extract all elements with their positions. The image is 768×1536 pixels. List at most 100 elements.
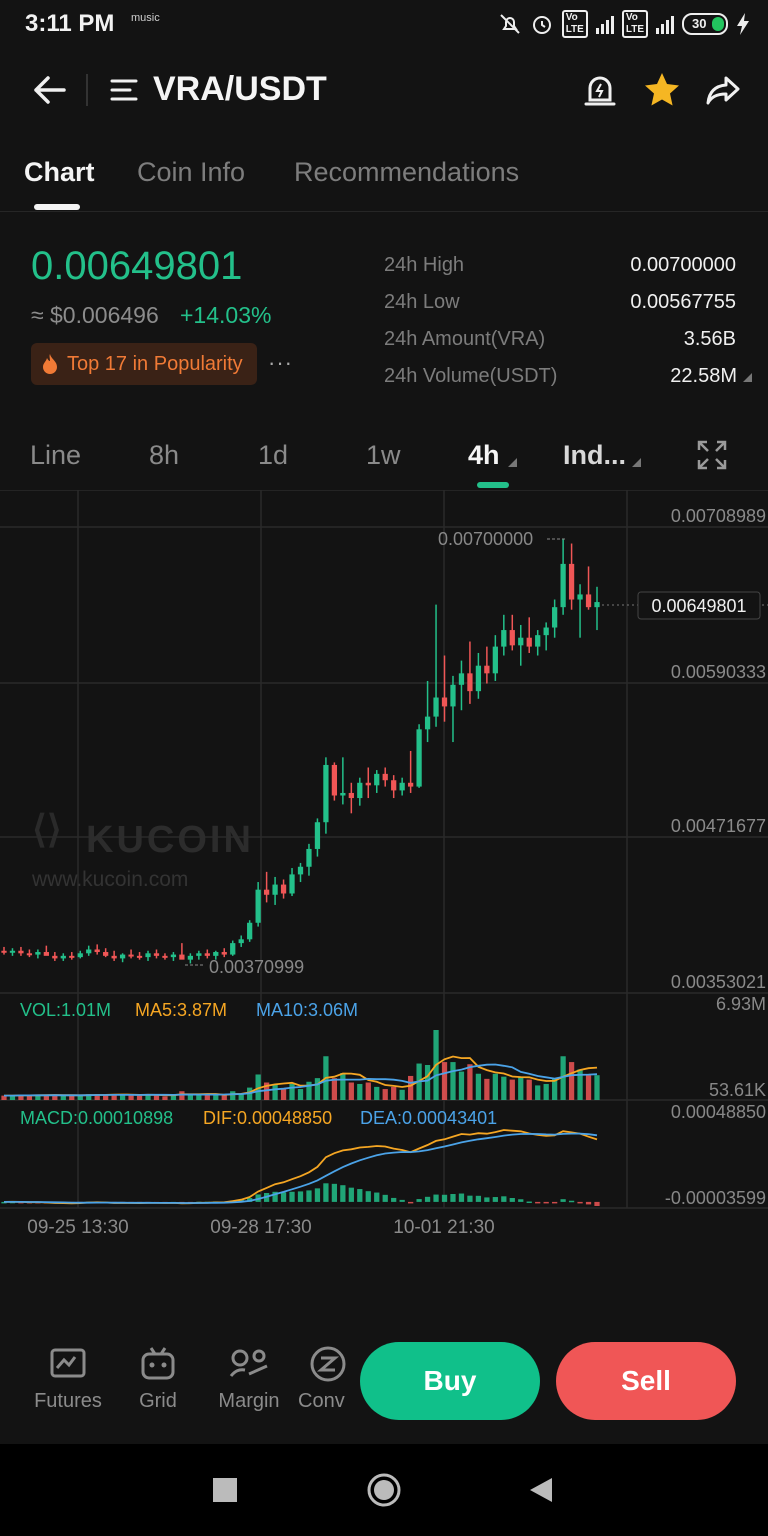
divider [86, 74, 88, 106]
margin-button[interactable]: Margin [209, 1344, 289, 1413]
x-tick-0: 09-25 13:30 [27, 1217, 128, 1238]
volume-bar [43, 1094, 49, 1100]
candle-body [518, 637, 524, 646]
price-change: +14.03% [180, 302, 272, 328]
candle-body [221, 952, 227, 955]
timeframe-1w[interactable]: 1w [366, 440, 401, 470]
watermark-brand: KUCOIN [86, 819, 254, 861]
candle-body [263, 889, 270, 895]
favorite-star-icon[interactable] [642, 70, 682, 110]
convert-button[interactable]: Conv [290, 1344, 346, 1413]
tab-coin-info[interactable]: Coin Info [137, 157, 246, 187]
candle-body [60, 955, 66, 959]
header: VRA/USDT [0, 58, 768, 122]
volte-icon-2: Vo LTE [621, 10, 648, 38]
macd-bar [518, 1199, 524, 1202]
macd-bar [552, 1201, 558, 1204]
signal-icon-2 [656, 14, 674, 34]
home-icon[interactable] [366, 1472, 402, 1508]
tab-recommendations[interactable]: Recommendations [294, 157, 520, 187]
volume-bar [594, 1075, 600, 1100]
candle-body [340, 792, 346, 796]
pair-title[interactable]: VRA/USDT [153, 70, 327, 108]
grid-button[interactable]: Grid [118, 1344, 198, 1413]
indicators-menu[interactable]: Ind... [563, 440, 626, 470]
volume-bar [187, 1094, 193, 1100]
macd-label: MACD:0.00010898 [20, 1108, 173, 1128]
volume-bar [458, 1071, 465, 1100]
stat-high-value: 0.00700000 [630, 254, 736, 276]
volume-bar [424, 1065, 431, 1100]
macd-bar [391, 1197, 397, 1202]
timeframe-line[interactable]: Line [30, 440, 82, 470]
popularity-badge[interactable]: Top 17 in Popularity [31, 343, 257, 385]
dea-label: DEA:0.00043401 [360, 1108, 497, 1128]
macd-bar [501, 1196, 507, 1202]
watermark-logo-icon: ⟨⟩ [32, 809, 62, 851]
recents-icon[interactable] [213, 1478, 237, 1502]
main-tabs: Chart Coin Info Recommendations [0, 150, 768, 212]
futures-button[interactable]: Futures [28, 1344, 108, 1413]
menu-icon[interactable] [110, 78, 138, 102]
candle-body [408, 782, 414, 787]
candle-body [552, 607, 558, 628]
volume-bar [552, 1078, 558, 1100]
macd-bar [374, 1192, 380, 1202]
timeframe-caret-icon [508, 458, 517, 467]
timeframe-8h[interactable]: 8h [149, 440, 180, 470]
candles [1, 538, 600, 964]
fullscreen-icon[interactable] [697, 440, 727, 470]
timeframe-1d[interactable]: 1d [258, 440, 289, 470]
macd-bar [450, 1194, 456, 1202]
price-alert-icon[interactable] [580, 70, 620, 110]
candle-body [433, 697, 439, 717]
volume-bar [103, 1094, 109, 1100]
macd-bar [408, 1201, 414, 1204]
stat-volume-value[interactable]: 22.58M [670, 365, 752, 388]
back-nav-icon[interactable] [528, 1476, 554, 1504]
tab-chart[interactable]: Chart [24, 157, 95, 187]
candle-body [365, 782, 371, 786]
macd-bar [340, 1185, 346, 1202]
candle-body [568, 563, 575, 600]
sell-button[interactable]: Sell [556, 1342, 736, 1420]
candle-body [484, 665, 490, 674]
chart-canvas[interactable]: ⟨⟩ KUCOIN www.kucoin.com 0.00708989 0.005… [0, 490, 768, 1250]
vol-ma5-label: MA5:3.87M [135, 1000, 227, 1020]
volume-bar [111, 1094, 117, 1100]
volume-bars [1, 1030, 600, 1100]
charging-icon [737, 13, 749, 35]
fire-icon [43, 354, 57, 374]
current-price-box [637, 591, 761, 620]
volume-bar [280, 1089, 287, 1100]
candle-body [399, 782, 405, 791]
convert-icon [310, 1346, 346, 1382]
macd-max-label: 0.00048850 [671, 1102, 766, 1122]
volume-bar [196, 1094, 202, 1100]
more-options-icon[interactable]: ··· [268, 350, 293, 375]
volume-bar [560, 1056, 566, 1100]
buy-button[interactable]: Buy [360, 1342, 540, 1420]
candle-body [526, 637, 532, 647]
stat-amount-label: 24h Amount(VRA) [384, 328, 546, 350]
back-arrow-icon[interactable] [30, 72, 70, 108]
volume-bar [297, 1089, 304, 1100]
system-nav-bar [0, 1444, 768, 1536]
share-icon[interactable] [704, 70, 744, 110]
volume-bar [86, 1094, 92, 1100]
candle-body [357, 782, 363, 799]
candle-body [280, 884, 287, 894]
candle-body [119, 954, 126, 959]
candle-body [69, 955, 75, 958]
candle-body [26, 953, 33, 956]
min-price-label: 0.00370999 [209, 957, 304, 977]
volume-bar [230, 1091, 236, 1100]
stat-high-label: 24h High [384, 254, 465, 276]
price-chart[interactable]: ⟨⟩ KUCOIN www.kucoin.com 0.00708989 0.005… [0, 490, 768, 1250]
status-icons: Vo LTE Vo LTE 30 [498, 10, 750, 38]
timeframe-4h[interactable]: 4h [468, 440, 500, 470]
macd-bar [306, 1190, 312, 1202]
y-tick-label: 0.00353021 [671, 972, 766, 992]
volume-bar [441, 1062, 448, 1100]
candle-body [196, 953, 202, 956]
